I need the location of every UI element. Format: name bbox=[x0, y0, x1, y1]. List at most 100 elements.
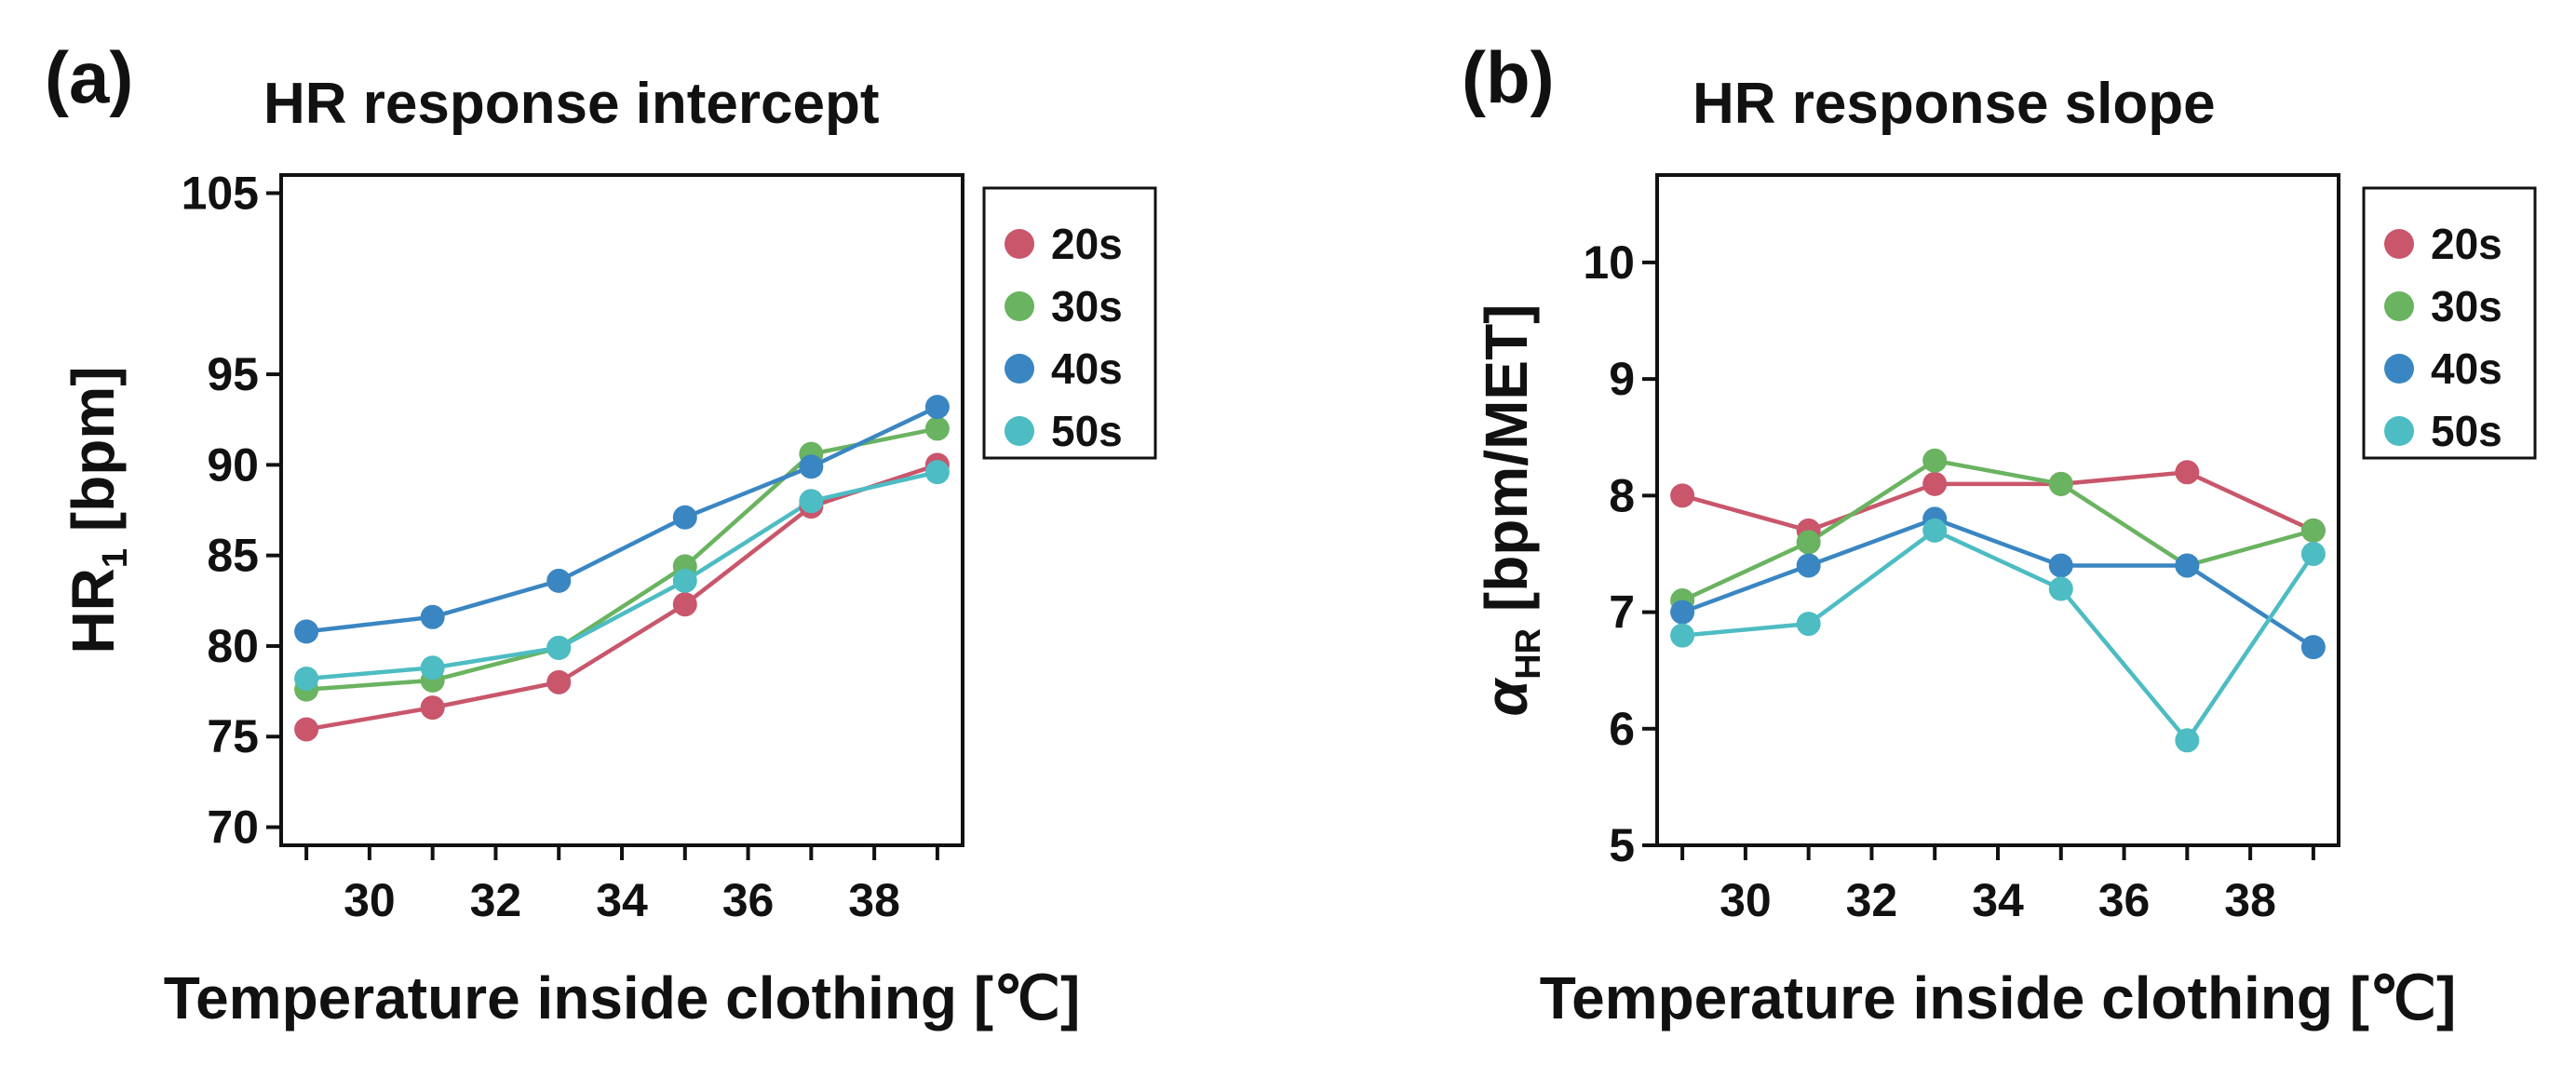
panel-a-point-50s bbox=[924, 460, 950, 485]
panel-a: (a) HR response intercept 70 75 80 85 90 95 10… bbox=[45, 36, 1157, 1031]
panel-b-legend-marker-20s bbox=[2384, 229, 2414, 259]
panel-b-series-lines bbox=[1681, 458, 2315, 743]
panel-b-y-tick-label: 9 bbox=[1609, 353, 1635, 405]
panel-b-line-40s bbox=[1681, 517, 2315, 650]
panel-b-y-axis: 5 6 7 8 9 10 bbox=[1583, 236, 1657, 871]
panel-a-point-50s bbox=[672, 568, 697, 593]
panel-a-point-40s bbox=[420, 604, 445, 629]
panel-b-x-tick-label: 36 bbox=[2098, 874, 2151, 926]
panel-a-line-40s bbox=[305, 405, 938, 634]
panel-b-legend: 20s 30s 40s 50s bbox=[2384, 220, 2502, 455]
panel-b-point-40s bbox=[2048, 553, 2073, 578]
panel-a-y-tick-label: 85 bbox=[207, 530, 259, 582]
panel-a-series-points bbox=[294, 395, 950, 742]
panel-b-point-50s bbox=[2300, 541, 2326, 566]
panel-b-y-tick-label: 7 bbox=[1609, 586, 1635, 639]
panel-b-plot-frame bbox=[1655, 173, 2340, 847]
panel-a-point-50s bbox=[546, 635, 572, 660]
panel-b-point-50s bbox=[2175, 728, 2200, 753]
panel-b-legend-marker-50s bbox=[2384, 416, 2414, 446]
panel-a-legend-label-40s: 40s bbox=[1051, 344, 1123, 393]
panel-b-y-axis-label-sub: HR bbox=[1509, 628, 1548, 680]
panel-b-y-tick-label: 5 bbox=[1609, 819, 1635, 871]
panel-a-point-20s bbox=[420, 695, 445, 721]
panel-a-y-tick-label: 80 bbox=[207, 620, 259, 672]
panel-a-point-50s bbox=[294, 666, 319, 691]
panel-a-y-axis: 70 75 80 85 90 95 105 bbox=[182, 167, 281, 854]
panel-b-y-tick-label: 6 bbox=[1609, 703, 1635, 755]
panel-b-legend-marker-40s bbox=[2384, 354, 2414, 384]
panel-b-point-50s bbox=[1796, 612, 1821, 637]
panel-b-legend-marker-30s bbox=[2384, 291, 2414, 321]
panel-b-point-20s bbox=[1922, 471, 1948, 496]
panel-a-legend-label-30s: 30s bbox=[1051, 282, 1123, 330]
panel-a-point-40s bbox=[924, 395, 950, 420]
panel-a-y-tick-label: 95 bbox=[207, 348, 259, 400]
panel-b-point-30s bbox=[1796, 530, 1821, 555]
panel-b: (b) HR response slope 5 6 7 8 9 10 30 32 34 36 38… bbox=[1462, 36, 2537, 1031]
panel-b-y-axis-label-unit: [bpm/MET] bbox=[1473, 304, 1540, 628]
panel-a-title: HR response intercept bbox=[263, 72, 880, 136]
panel-a-point-40s bbox=[799, 454, 824, 479]
panel-b-point-40s bbox=[2175, 553, 2200, 578]
panel-b-series-points bbox=[1670, 448, 2326, 753]
panel-b-point-30s bbox=[1922, 448, 1948, 473]
panel-a-y-tick-label: 75 bbox=[207, 710, 259, 762]
panel-a-legend-label-20s: 20s bbox=[1051, 220, 1123, 268]
panel-b-point-40s bbox=[1670, 600, 1695, 625]
panel-b-point-20s bbox=[2175, 460, 2200, 485]
panel-b-x-axis-label: Temperature inside clothing [℃] bbox=[1540, 964, 2457, 1031]
panel-b-y-tick-label: 10 bbox=[1583, 236, 1635, 289]
panel-b-point-20s bbox=[1670, 483, 1695, 508]
panel-a-point-50s bbox=[799, 489, 824, 514]
panel-b-x-tick-label: 38 bbox=[2224, 874, 2276, 926]
panel-b-point-50s bbox=[1922, 518, 1948, 543]
panel-b-point-50s bbox=[1670, 623, 1695, 648]
panel-a-point-40s bbox=[546, 568, 572, 593]
panel-b-legend-label-20s: 20s bbox=[2431, 220, 2502, 268]
panel-a-x-tick-label: 36 bbox=[722, 874, 775, 926]
panel-a-line-50s bbox=[305, 469, 938, 681]
panel-b-legend-label-30s: 30s bbox=[2431, 282, 2502, 330]
panel-a-point-20s bbox=[672, 592, 697, 617]
panel-a-point-40s bbox=[672, 505, 697, 530]
panel-a-point-50s bbox=[420, 655, 445, 681]
panel-b-x-axis: 30 32 34 36 38 bbox=[1680, 845, 2315, 926]
panel-b-title: HR response slope bbox=[1693, 72, 2216, 136]
panel-b-point-30s bbox=[2300, 518, 2326, 543]
panel-a-x-axis-label: Temperature inside clothing [℃] bbox=[164, 964, 1081, 1031]
panel-a-point-20s bbox=[546, 669, 572, 694]
panel-a-label: (a) bbox=[45, 36, 133, 118]
panel-a-legend-marker-50s bbox=[1005, 416, 1034, 446]
panel-a-legend-marker-20s bbox=[1005, 229, 1034, 259]
panel-a-legend-label-50s: 50s bbox=[1051, 407, 1123, 455]
panel-a-legend-marker-40s bbox=[1005, 354, 1034, 384]
panel-a-line-30s bbox=[305, 426, 938, 692]
panel-a-x-tick-label: 34 bbox=[596, 874, 648, 926]
panel-a-legend: 20s 30s 40s 50s bbox=[1005, 220, 1123, 455]
panel-a-line-20s bbox=[305, 463, 938, 732]
panel-b-line-50s bbox=[1681, 528, 2315, 743]
panel-a-y-tick-label: 90 bbox=[207, 438, 259, 491]
panel-a-legend-marker-30s bbox=[1005, 291, 1034, 321]
panel-b-line-20s bbox=[1681, 470, 2314, 533]
panel-b-y-tick-label: 8 bbox=[1609, 469, 1635, 521]
panel-a-y-tick-label: 70 bbox=[207, 802, 259, 854]
panel-a-x-tick-label: 30 bbox=[344, 874, 396, 926]
panel-b-point-50s bbox=[2048, 576, 2073, 601]
panel-b-point-40s bbox=[2300, 635, 2326, 660]
panel-b-point-40s bbox=[1796, 553, 1821, 578]
panel-a-point-40s bbox=[294, 619, 319, 644]
panel-a-point-20s bbox=[294, 717, 319, 742]
panel-a-y-axis-label-main: HR bbox=[60, 568, 127, 654]
panel-a-y-axis-label: HR1 [bpm] bbox=[60, 366, 135, 654]
panel-a-x-tick-label: 38 bbox=[848, 874, 900, 926]
panel-a-plot-frame bbox=[279, 173, 964, 847]
panel-b-x-tick-label: 32 bbox=[1846, 874, 1898, 926]
panel-a-x-axis: 30 32 34 36 38 bbox=[304, 845, 939, 926]
panel-b-point-30s bbox=[2048, 471, 2073, 496]
panel-a-series-lines bbox=[305, 405, 938, 732]
panel-b-y-axis-label: αHR [bpm/MET] bbox=[1473, 304, 1548, 717]
panel-b-legend-label-40s: 40s bbox=[2431, 344, 2502, 393]
panel-b-label: (b) bbox=[1462, 36, 1555, 118]
